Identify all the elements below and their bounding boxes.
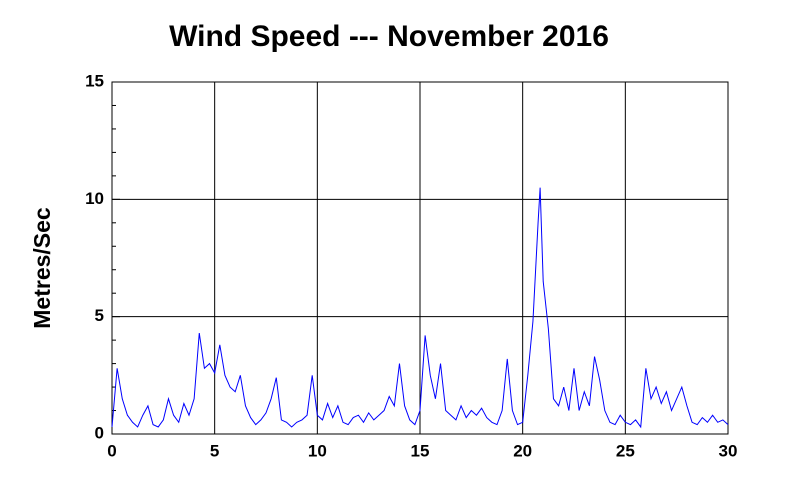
y-tick-label: 10 [85,189,104,208]
y-tick-label: 15 [85,71,104,90]
y-tick-label: 0 [95,423,104,442]
data-line [111,187,729,429]
chart-title: Wind Speed --- November 2016 [169,20,609,53]
x-tick-label: 0 [107,441,116,460]
x-tick-label: 30 [719,441,738,460]
x-tick-label: 10 [308,441,327,460]
x-tick-label: 15 [411,441,430,460]
x-tick-label: 5 [210,441,219,460]
x-tick-label: 25 [616,441,635,460]
y-tick-label: 5 [95,306,104,325]
y-axis-label: Metres/Sec [29,207,55,329]
x-tick-label: 20 [513,441,532,460]
plot-frame [111,81,729,435]
